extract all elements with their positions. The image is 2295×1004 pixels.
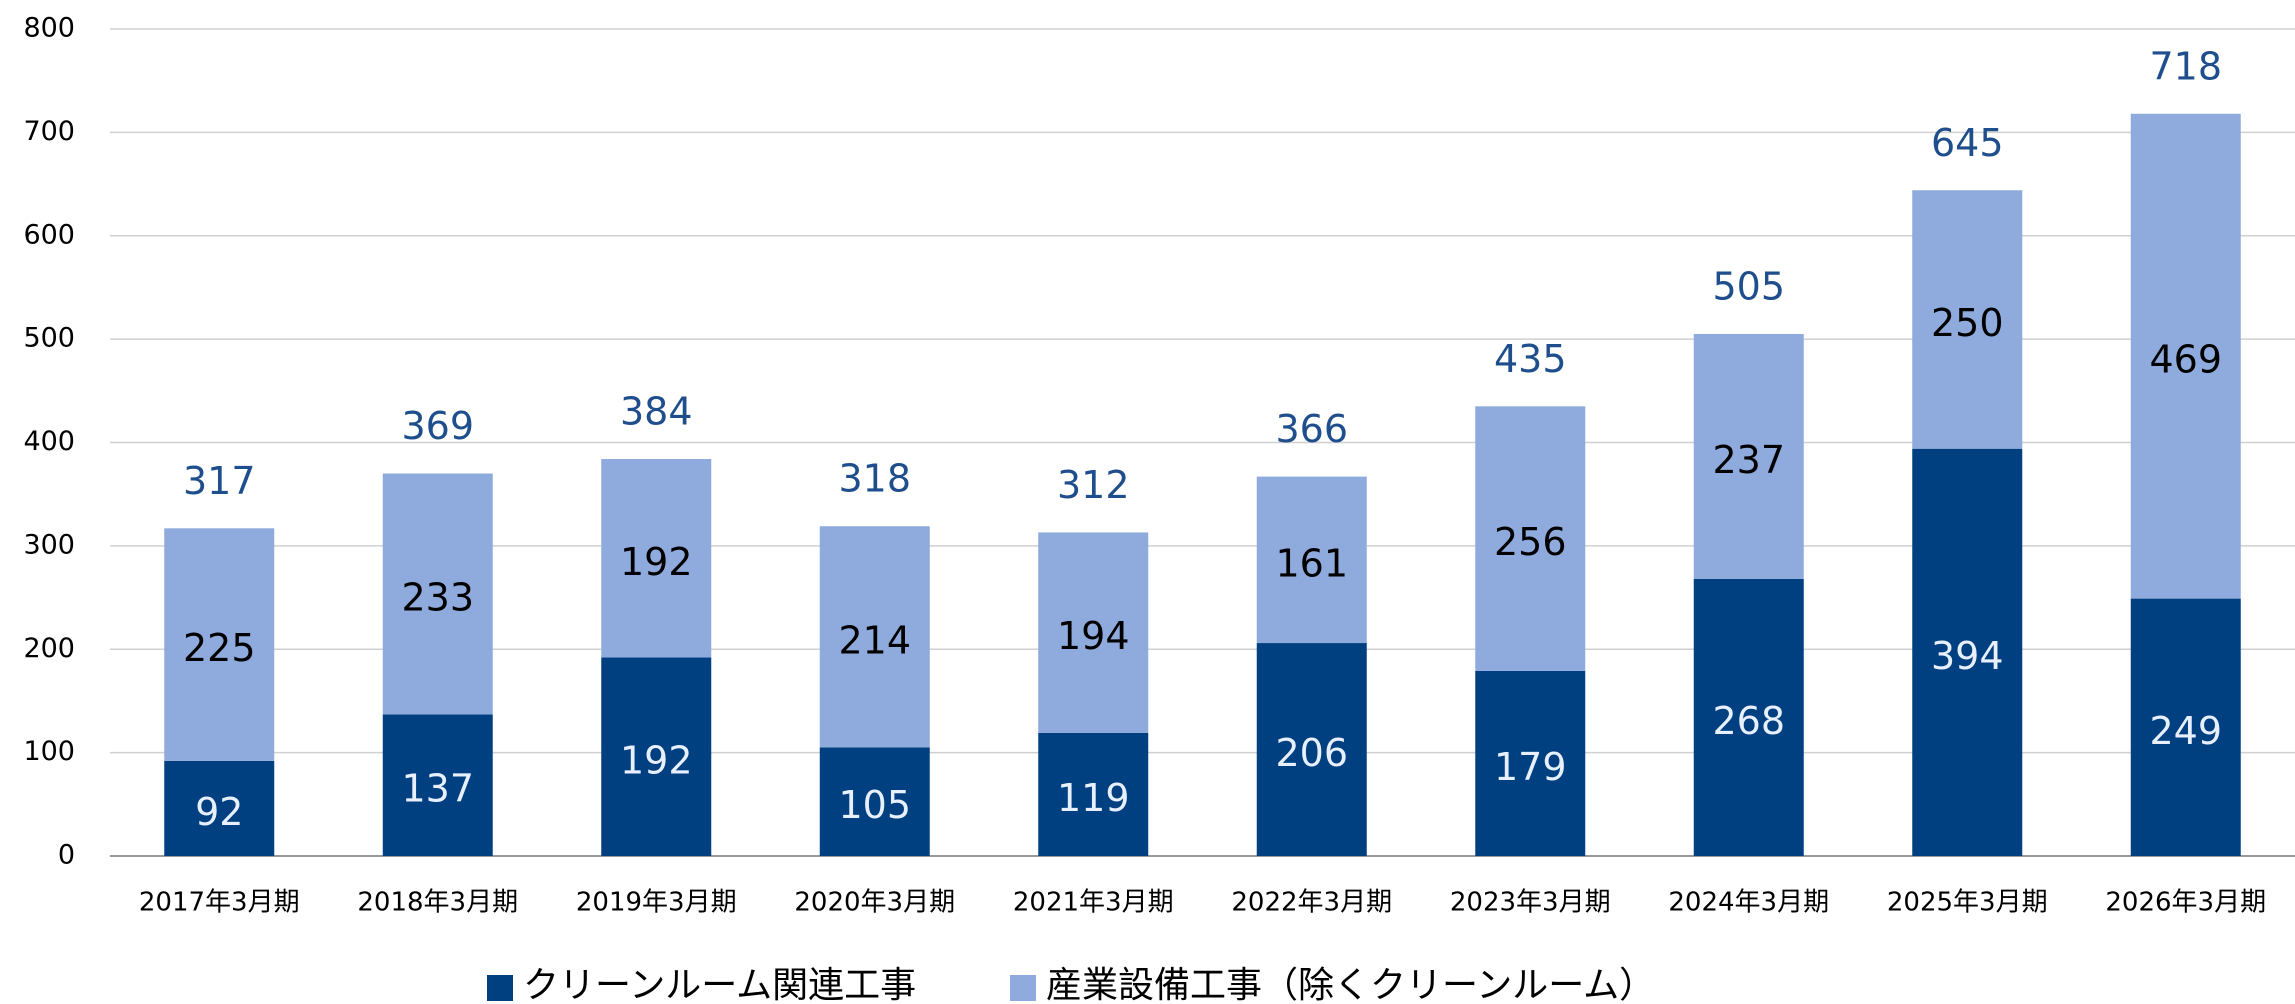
x-tick-label: 2026年3月期 <box>2105 888 2266 918</box>
legend-label: 産業設備工事（除くクリーンルーム） <box>1046 965 1655 1004</box>
data-label: 268 <box>1712 699 1785 743</box>
data-label: 237 <box>1712 438 1785 482</box>
data-label: 119 <box>1057 776 1130 820</box>
x-tick-label: 2025年3月期 <box>1887 888 2048 918</box>
total-label: 435 <box>1494 337 1567 381</box>
data-label: 250 <box>1931 301 2004 345</box>
total-label: 318 <box>838 457 911 501</box>
bar-segment <box>164 528 275 761</box>
y-tick-label: 600 <box>23 219 75 250</box>
legend-swatch <box>1010 975 1036 1001</box>
total-label: 317 <box>183 459 256 503</box>
data-label: 225 <box>183 626 256 670</box>
y-tick-label: 200 <box>23 633 75 664</box>
total-label: 505 <box>1712 264 1785 308</box>
bar-segment <box>1038 532 1149 733</box>
bar-segment <box>819 526 930 748</box>
x-tick-label: 2017年3月期 <box>139 888 300 918</box>
x-tick-label: 2018年3月期 <box>357 888 518 918</box>
bar-segment <box>382 473 493 715</box>
bar-segment <box>1475 670 1586 856</box>
total-label: 312 <box>1057 463 1130 507</box>
x-tick-label: 2023年3月期 <box>1450 888 1611 918</box>
data-label: 206 <box>1275 731 1348 775</box>
data-label: 256 <box>1494 520 1567 564</box>
data-label: 249 <box>2149 709 2222 753</box>
bar-segment <box>601 459 712 658</box>
bar-segment <box>1912 190 2023 449</box>
bar-segment <box>1475 406 1586 671</box>
y-tick-label: 700 <box>23 116 75 147</box>
bar-segment <box>1693 333 1804 579</box>
total-label: 384 <box>620 390 693 434</box>
x-tick-label: 2019年3月期 <box>576 888 737 918</box>
legend-label: クリーンルーム関連工事 <box>523 965 916 1004</box>
y-tick-label: 500 <box>23 323 75 354</box>
total-label: 718 <box>2149 44 2222 88</box>
data-label: 394 <box>1931 634 2004 678</box>
y-tick-label: 100 <box>23 736 75 767</box>
legend-swatch <box>487 975 513 1001</box>
data-label: 233 <box>401 575 474 619</box>
data-label: 192 <box>620 540 693 584</box>
x-tick-label: 2021年3月期 <box>1013 888 1174 918</box>
x-tick-label: 2022年3月期 <box>1231 888 1392 918</box>
bar-segment <box>382 714 493 856</box>
data-label: 179 <box>1494 745 1567 789</box>
data-label: 469 <box>2149 338 2222 382</box>
total-label: 369 <box>401 404 474 448</box>
bar-segment <box>601 657 712 856</box>
bar-segment <box>2130 113 2241 599</box>
data-label: 192 <box>620 738 693 782</box>
bar-segment <box>1256 643 1367 856</box>
x-tick-label: 2020年3月期 <box>794 888 955 918</box>
data-label: 214 <box>838 618 911 662</box>
data-label: 105 <box>838 783 911 827</box>
y-tick-label: 800 <box>23 13 75 44</box>
bar-segment <box>1912 448 2023 856</box>
total-label: 645 <box>1931 121 2004 165</box>
y-tick-label: 300 <box>23 529 75 560</box>
data-label: 194 <box>1057 614 1130 658</box>
bar-segment <box>1038 732 1149 856</box>
data-label: 92 <box>195 790 243 834</box>
data-label: 137 <box>401 767 474 811</box>
data-label: 161 <box>1275 541 1348 585</box>
y-tick-label: 400 <box>23 426 75 457</box>
total-label: 366 <box>1275 407 1348 451</box>
bar-segment <box>1693 578 1804 856</box>
y-tick-label: 0 <box>58 840 75 871</box>
bar-segment <box>2130 598 2241 856</box>
x-tick-label: 2024年3月期 <box>1668 888 1829 918</box>
bar-segment <box>164 760 275 856</box>
bar-segment <box>819 747 930 856</box>
bar-segment <box>1256 476 1367 644</box>
